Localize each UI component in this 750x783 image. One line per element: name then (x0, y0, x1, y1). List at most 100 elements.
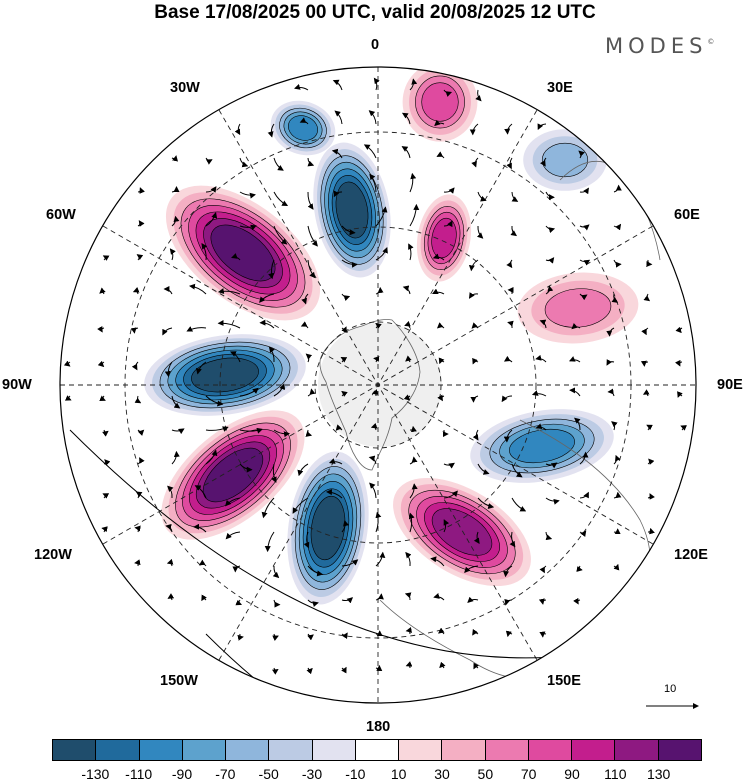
colorbar-box (355, 740, 400, 760)
anomaly-contour (544, 288, 612, 328)
wind-arrow (613, 528, 621, 535)
wind-arrow (64, 395, 72, 401)
wind-arrow (503, 355, 513, 363)
wind-arrow (677, 391, 683, 398)
wind-arrow (535, 354, 547, 363)
wind-arrow (640, 360, 649, 367)
wind-arrow (273, 429, 290, 438)
colorbar-tick-label: -90 (171, 766, 193, 782)
colorbar-box (182, 740, 227, 760)
wind-arrow (171, 395, 181, 409)
wind-arrow (63, 360, 71, 367)
colorbar-box (615, 740, 659, 760)
wind-arrow (642, 389, 650, 397)
wind-arrow (259, 293, 275, 303)
wind-arrow (305, 429, 313, 437)
anomaly-contour (310, 495, 346, 561)
wind-arrow (271, 667, 279, 675)
wind-arrow (579, 259, 591, 266)
wind-arrow (467, 596, 479, 603)
wind-arrow (504, 598, 513, 606)
wind-arrow (101, 526, 108, 533)
lon-label-60e: 60E (674, 207, 700, 223)
wind-arrow (135, 491, 143, 499)
wind-arrow (171, 155, 178, 162)
wind-arrow (409, 456, 418, 465)
wind-arrow (201, 242, 208, 261)
wind-arrow (405, 661, 413, 669)
lon-label-120e: 120E (674, 547, 708, 563)
reference-vector-label: 10 (664, 683, 677, 695)
wind-arrow (643, 293, 651, 302)
wind-arrow (99, 395, 106, 402)
wind-arrow (307, 565, 324, 577)
wind-arrow (205, 395, 224, 407)
wind-arrow (507, 320, 514, 329)
wind-arrow (267, 123, 275, 138)
wind-arrow (606, 359, 615, 366)
wind-arrow (531, 390, 547, 397)
wind-arrow (409, 425, 417, 433)
wind-arrow (613, 259, 622, 268)
wind-arrow (471, 322, 479, 329)
wind-arrow (341, 293, 351, 301)
wind-arrow (341, 225, 356, 236)
colorbar-box (572, 740, 616, 760)
wind-arrow (307, 191, 314, 210)
wind-arrow (102, 429, 109, 437)
wind-arrow (334, 110, 343, 125)
wind-arrow (404, 592, 412, 601)
colorbar-box (53, 740, 97, 760)
wind-arrow (368, 455, 377, 465)
wind-arrow (538, 598, 547, 605)
wind-arrow (341, 390, 348, 397)
colorbar-tick-label: 50 (477, 766, 494, 782)
colorbar-box (399, 740, 443, 760)
wind-arrow (307, 157, 315, 167)
wind-arrow (430, 556, 445, 567)
wind-arrow (438, 357, 445, 365)
wind-arrow (272, 633, 279, 641)
wind-arrow (341, 259, 358, 268)
colorbar-tick-label: -70 (215, 766, 236, 782)
wind-arrow (99, 287, 106, 295)
wind-vectors (63, 77, 696, 703)
wind-arrow (375, 206, 388, 227)
wind-arrow (579, 451, 589, 465)
wind-arrow (171, 428, 185, 435)
wind-arrow (332, 79, 343, 91)
wind-arrow (375, 630, 383, 637)
wind-arrow (205, 186, 217, 193)
wind-arrow (607, 388, 615, 397)
wind-arrow (443, 519, 450, 533)
map-border (59, 66, 697, 704)
wind-arrow (234, 123, 241, 136)
wind-arrow (433, 593, 445, 601)
wind-arrow (198, 559, 207, 567)
wind-arrow (408, 243, 414, 261)
wind-arrow (189, 283, 207, 295)
colorbar-box (96, 740, 140, 760)
wind-arrow (579, 293, 588, 301)
wind-arrow (333, 190, 343, 198)
wind-arrow (469, 123, 479, 136)
wind-arrow (169, 248, 176, 261)
wind-arrow (167, 485, 174, 499)
wind-arrow (680, 425, 687, 431)
colorbar-box (269, 740, 313, 760)
wind-arrow (97, 360, 105, 368)
wind-arrow (341, 666, 347, 674)
polar-cap (318, 323, 442, 447)
wind-arrow (237, 633, 244, 641)
wind-arrow (225, 531, 241, 540)
wind-arrow (579, 530, 587, 538)
colorbar-tick-label: 110 (604, 766, 627, 782)
wind-arrow (464, 565, 479, 574)
wind-arrow (167, 593, 175, 601)
wind-arrow (611, 421, 618, 431)
wind-arrow (408, 512, 415, 533)
wind-arrow (137, 187, 145, 194)
lon-label-30e: 30E (547, 80, 573, 96)
wind-arrow (102, 493, 110, 499)
wind-arrow (239, 191, 256, 199)
